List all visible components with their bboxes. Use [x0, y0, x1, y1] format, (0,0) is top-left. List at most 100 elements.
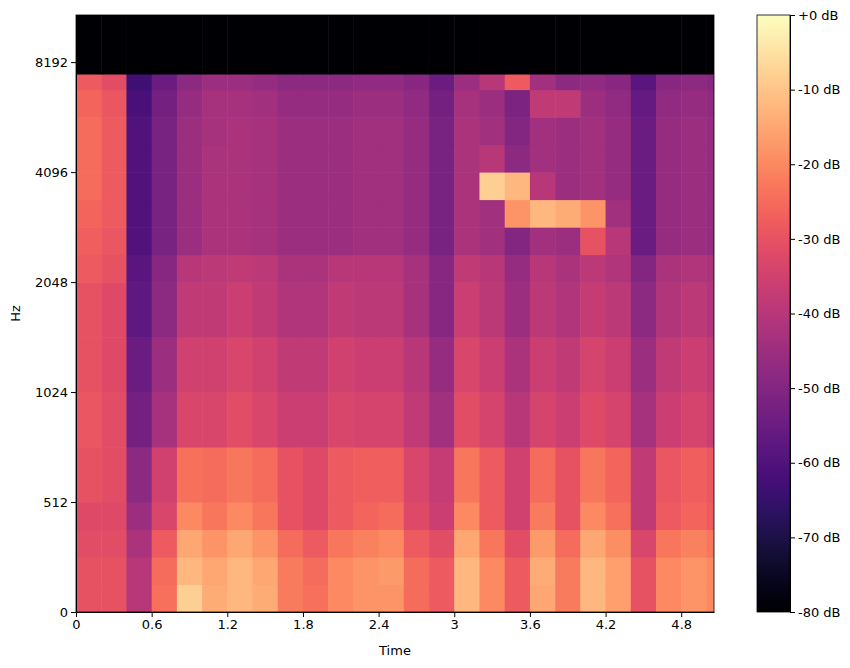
cell	[656, 337, 682, 392]
cell	[429, 585, 455, 612]
cell	[253, 15, 279, 75]
cell	[177, 530, 203, 558]
cell	[353, 392, 379, 448]
cell	[429, 145, 455, 173]
cell	[580, 117, 606, 145]
x-tick-label: 3	[451, 617, 459, 632]
cell	[353, 502, 379, 530]
cell	[328, 255, 354, 283]
cell	[530, 502, 556, 530]
cell	[227, 282, 253, 338]
cell	[202, 392, 228, 448]
cell	[328, 172, 354, 200]
cell	[278, 172, 304, 200]
plot-frame	[76, 15, 714, 612]
cell	[303, 200, 329, 228]
cell	[656, 227, 682, 255]
cell	[101, 15, 127, 75]
cell	[101, 200, 127, 228]
cell	[379, 282, 405, 338]
cell	[101, 502, 127, 530]
x-tick: 3.6	[520, 612, 541, 632]
cell	[202, 255, 228, 283]
x-tick: 4.2	[596, 612, 617, 632]
cell	[631, 74, 657, 90]
cell	[101, 585, 127, 612]
x-axis-title: Time	[378, 643, 411, 658]
cell	[303, 585, 329, 612]
cell	[328, 557, 354, 585]
cell	[479, 74, 505, 90]
cell	[253, 392, 279, 448]
cell	[706, 557, 714, 585]
cell	[177, 585, 203, 612]
cell	[353, 282, 379, 338]
cell	[227, 117, 253, 145]
cell	[505, 392, 531, 448]
cell	[101, 172, 127, 200]
cell	[379, 447, 405, 502]
cell	[404, 447, 430, 502]
cell	[152, 172, 178, 200]
y-tick-mark	[71, 172, 76, 173]
cell	[152, 227, 178, 255]
cell	[227, 145, 253, 173]
cell	[353, 585, 379, 612]
cell	[76, 447, 102, 502]
cell	[656, 447, 682, 502]
cell	[429, 282, 455, 338]
colorbar-tick-label: -20 dB	[798, 157, 841, 172]
cell	[227, 585, 253, 612]
cell	[530, 90, 556, 118]
y-tick-label: 1024	[35, 385, 68, 400]
cell	[227, 15, 253, 75]
cell	[631, 282, 657, 338]
cell	[353, 74, 379, 90]
cell	[253, 585, 279, 612]
cell	[404, 255, 430, 283]
cell	[555, 585, 581, 612]
cell	[253, 172, 279, 200]
cell	[126, 447, 152, 502]
chart: 00.61.21.82.433.64.24.805121024204840968…	[0, 0, 850, 668]
cell	[101, 557, 127, 585]
y-axis: 05121024204840968192	[35, 16, 77, 620]
x-tick: 1.8	[293, 612, 314, 632]
y-tick-label: 8192	[35, 55, 68, 70]
cell	[379, 145, 405, 173]
cell	[379, 90, 405, 118]
cell	[429, 172, 455, 200]
x-tick-label: 4.2	[596, 617, 617, 632]
cell	[101, 447, 127, 502]
colorbar-tick-mark	[790, 388, 795, 389]
cell	[706, 502, 714, 530]
cell	[152, 117, 178, 145]
cell	[454, 557, 480, 585]
cell	[303, 447, 329, 502]
cell	[606, 74, 632, 90]
y-tick: 2048	[35, 275, 76, 290]
cell	[454, 530, 480, 558]
cell	[126, 337, 152, 392]
cell	[303, 557, 329, 585]
cell	[530, 530, 556, 558]
cell	[353, 557, 379, 585]
cell	[177, 172, 203, 200]
y-tick-mark	[71, 282, 76, 283]
y-tick: 4096	[35, 165, 76, 180]
cell	[101, 74, 127, 90]
x-tick-label: 4.8	[671, 617, 692, 632]
cell	[555, 90, 581, 118]
cell	[631, 255, 657, 283]
cell	[505, 447, 531, 502]
cell	[631, 337, 657, 392]
cell	[656, 530, 682, 558]
cell	[505, 15, 531, 75]
colorbar-tick-mark	[790, 15, 795, 16]
cell	[530, 282, 556, 338]
cell	[303, 117, 329, 145]
cell	[353, 145, 379, 173]
cell	[530, 447, 556, 502]
cell	[353, 227, 379, 255]
cell	[479, 117, 505, 145]
